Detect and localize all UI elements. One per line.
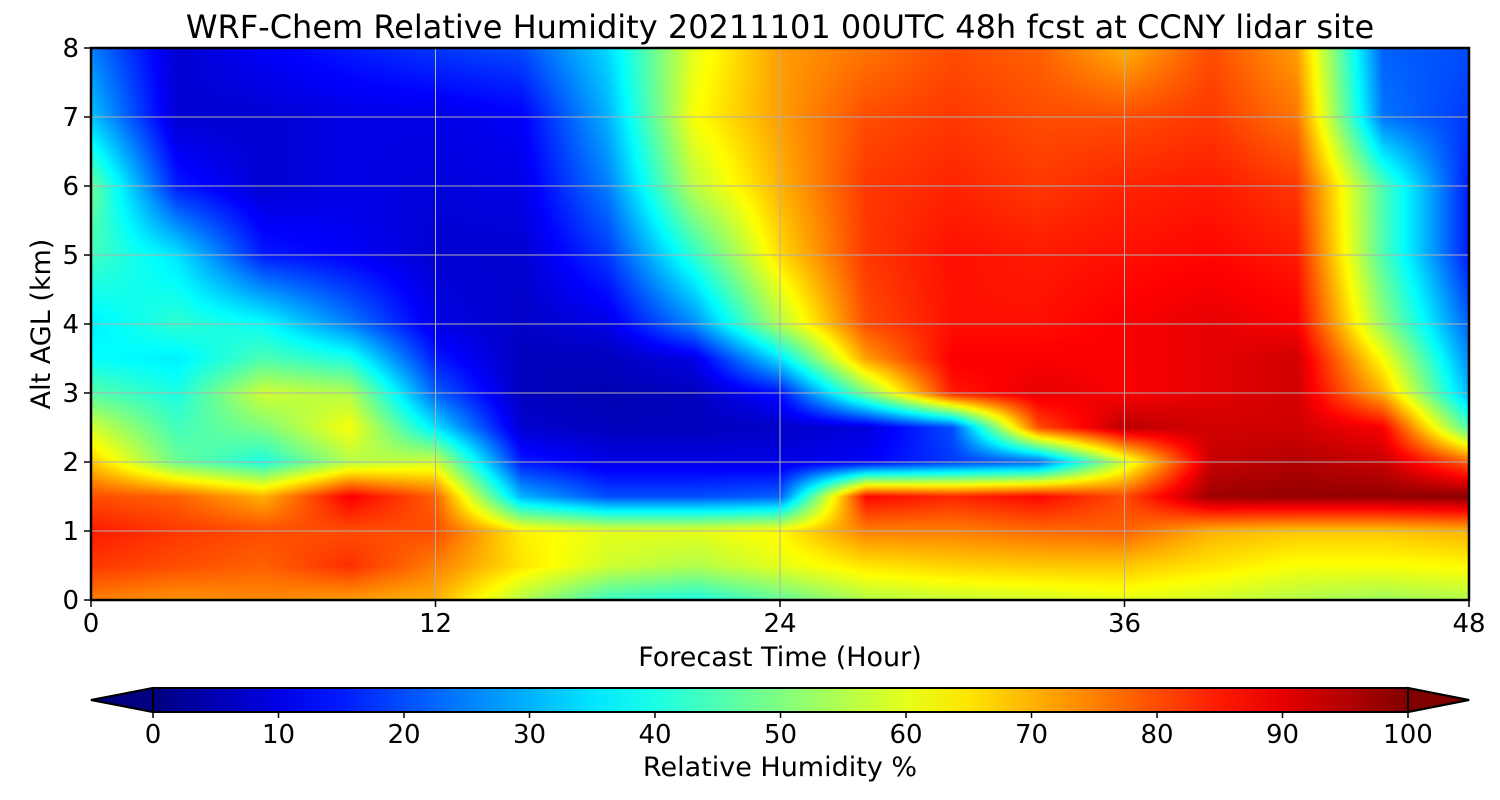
colorbar-tick-label: 40 (638, 720, 671, 750)
x-tick-label: 0 (83, 609, 100, 639)
colorbar-extend-high (1407, 686, 1470, 714)
colorbar-extend-low (90, 686, 154, 714)
colorbar-tick-label: 80 (1140, 720, 1173, 750)
colorbar-tick-label: 10 (262, 720, 295, 750)
grid-lines (91, 48, 1469, 600)
y-tick-label: 5 (62, 241, 79, 271)
colorbar-tick-label: 100 (1383, 720, 1433, 750)
y-axis: 0 1 2 3 4 5 6 7 8 (62, 34, 91, 616)
x-tick-label: 12 (419, 609, 452, 639)
x-axis-label: Forecast Time (Hour) (638, 642, 922, 673)
y-tick-label: 4 (62, 310, 79, 340)
x-tick-label: 36 (1108, 609, 1141, 639)
colorbar-label: Relative Humidity % (643, 752, 917, 783)
y-tick-label: 3 (62, 379, 79, 409)
colorbar-ticks: 0 10 20 30 40 50 60 70 80 90 100 (145, 712, 1433, 750)
colorbar-tick-label: 0 (145, 720, 162, 750)
colorbar-tick-label: 70 (1015, 720, 1048, 750)
y-tick-label: 2 (62, 448, 79, 478)
colorbar-tick-label: 20 (387, 720, 420, 750)
colorbar-gradient (153, 688, 1408, 712)
x-tick-label: 48 (1452, 609, 1485, 639)
colorbar-tick-label: 50 (764, 720, 797, 750)
colorbar-tick-label: 30 (513, 720, 546, 750)
y-tick-label: 6 (62, 172, 79, 202)
x-axis: 0 12 24 36 48 (83, 600, 1486, 639)
y-tick-label: 1 (62, 517, 79, 547)
x-tick-label: 24 (763, 609, 796, 639)
colorbar-tick-label: 90 (1266, 720, 1299, 750)
y-axis-label: Alt AGL (km) (26, 239, 57, 410)
y-tick-label: 8 (62, 34, 79, 64)
colorbar: 0 10 20 30 40 50 60 70 80 90 100 Relative Humidity… (90, 686, 1470, 783)
chart-title: WRF-Chem Relative Humidity 20211101 00UT… (186, 8, 1374, 46)
colorbar-tick-label: 60 (889, 720, 922, 750)
y-tick-label: 7 (62, 103, 79, 133)
y-tick-label: 0 (62, 586, 79, 616)
